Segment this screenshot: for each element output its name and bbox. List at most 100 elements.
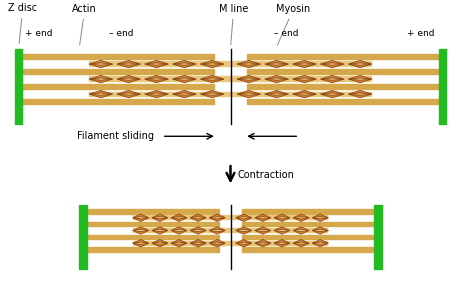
- Polygon shape: [255, 239, 271, 243]
- Polygon shape: [349, 94, 372, 98]
- Polygon shape: [133, 239, 149, 243]
- Polygon shape: [320, 64, 344, 68]
- Polygon shape: [265, 90, 289, 94]
- Polygon shape: [171, 218, 187, 221]
- Bar: [87, 222, 219, 226]
- Polygon shape: [89, 60, 112, 64]
- Polygon shape: [172, 90, 196, 94]
- Polygon shape: [265, 94, 289, 98]
- Bar: [242, 209, 374, 214]
- Polygon shape: [172, 60, 196, 64]
- Bar: [374, 205, 382, 268]
- Polygon shape: [133, 231, 149, 234]
- Polygon shape: [312, 239, 328, 243]
- Polygon shape: [171, 239, 187, 243]
- Bar: [79, 205, 87, 268]
- Polygon shape: [349, 90, 372, 94]
- Polygon shape: [133, 243, 149, 247]
- Bar: [133, 215, 328, 220]
- Polygon shape: [237, 64, 260, 68]
- Polygon shape: [145, 60, 168, 64]
- Polygon shape: [209, 214, 225, 218]
- Polygon shape: [89, 75, 112, 79]
- Polygon shape: [255, 231, 271, 234]
- Polygon shape: [89, 90, 112, 94]
- Polygon shape: [237, 94, 260, 98]
- Polygon shape: [255, 214, 271, 218]
- Polygon shape: [236, 227, 252, 231]
- Polygon shape: [89, 94, 112, 98]
- Polygon shape: [152, 231, 168, 234]
- Polygon shape: [201, 75, 224, 79]
- Bar: [89, 91, 372, 97]
- Polygon shape: [293, 231, 309, 234]
- Polygon shape: [312, 227, 328, 231]
- Polygon shape: [236, 243, 252, 247]
- Text: + end: + end: [407, 29, 434, 38]
- Polygon shape: [152, 218, 168, 221]
- Polygon shape: [293, 214, 309, 218]
- Polygon shape: [172, 79, 196, 83]
- Polygon shape: [201, 79, 224, 83]
- Polygon shape: [293, 75, 316, 79]
- Text: Actin: Actin: [72, 4, 97, 45]
- Bar: [242, 247, 374, 252]
- Polygon shape: [117, 79, 141, 83]
- Polygon shape: [190, 214, 206, 218]
- Text: Myosin: Myosin: [276, 4, 311, 45]
- Bar: [133, 228, 328, 233]
- Bar: [247, 99, 438, 104]
- Bar: [242, 234, 374, 239]
- Polygon shape: [133, 218, 149, 221]
- Polygon shape: [274, 227, 290, 231]
- Polygon shape: [274, 243, 290, 247]
- Polygon shape: [349, 64, 372, 68]
- Polygon shape: [320, 90, 344, 94]
- Bar: [23, 69, 214, 74]
- Bar: [242, 222, 374, 226]
- Polygon shape: [293, 218, 309, 221]
- Polygon shape: [201, 90, 224, 94]
- Polygon shape: [265, 60, 289, 64]
- Polygon shape: [201, 64, 224, 68]
- Polygon shape: [172, 75, 196, 79]
- Polygon shape: [255, 227, 271, 231]
- Polygon shape: [255, 218, 271, 221]
- Polygon shape: [209, 218, 225, 221]
- Polygon shape: [152, 227, 168, 231]
- Text: Z disc: Z disc: [8, 3, 37, 44]
- Polygon shape: [117, 90, 141, 94]
- Text: – end: – end: [109, 29, 134, 38]
- Bar: [23, 84, 214, 89]
- Polygon shape: [312, 214, 328, 218]
- Polygon shape: [190, 243, 206, 247]
- Polygon shape: [293, 239, 309, 243]
- Polygon shape: [117, 75, 141, 79]
- Polygon shape: [312, 218, 328, 221]
- Text: M line: M line: [219, 4, 248, 45]
- Text: Filament sliding: Filament sliding: [77, 131, 154, 141]
- Text: – end: – end: [274, 29, 299, 38]
- Polygon shape: [152, 243, 168, 247]
- Bar: [87, 247, 219, 252]
- Text: + end: + end: [25, 29, 53, 38]
- Polygon shape: [312, 231, 328, 234]
- Polygon shape: [201, 60, 224, 64]
- Polygon shape: [190, 227, 206, 231]
- Polygon shape: [237, 90, 260, 94]
- Bar: [15, 49, 23, 124]
- Bar: [87, 234, 219, 239]
- Polygon shape: [293, 79, 316, 83]
- Polygon shape: [293, 90, 316, 94]
- Polygon shape: [171, 231, 187, 234]
- Polygon shape: [145, 90, 168, 94]
- Bar: [89, 76, 372, 82]
- Polygon shape: [320, 75, 344, 79]
- Polygon shape: [237, 79, 260, 83]
- Polygon shape: [293, 64, 316, 68]
- Bar: [247, 54, 438, 59]
- Polygon shape: [145, 94, 168, 98]
- Polygon shape: [320, 94, 344, 98]
- Polygon shape: [190, 239, 206, 243]
- Polygon shape: [190, 218, 206, 221]
